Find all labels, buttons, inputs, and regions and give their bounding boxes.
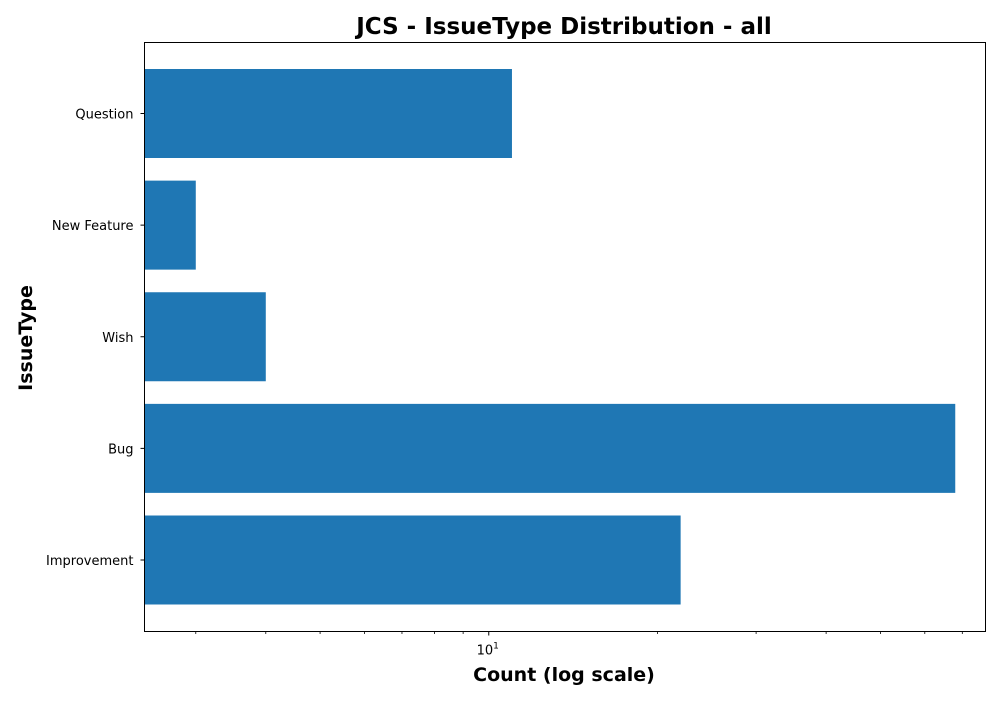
chart-title: JCS - IssueType Distribution - all — [354, 14, 772, 40]
x-axis-ticks: 101 — [195, 631, 963, 659]
bar-wish — [144, 292, 266, 382]
y-tick-label-new-feature: New Feature — [52, 219, 134, 234]
bar-question — [144, 69, 512, 158]
x-tick-label: 101 — [477, 642, 499, 659]
bar-new-feature — [144, 180, 196, 270]
bar-bug — [144, 403, 956, 493]
bar-improvement — [144, 515, 681, 605]
y-tick-label-wish: Wish — [102, 331, 133, 346]
y-tick-label-question: Question — [75, 108, 133, 123]
y-axis-ticks: Improvement Bug Wish New Feature Question — [46, 108, 145, 569]
y-tick-label-improvement: Improvement — [46, 554, 133, 569]
x-axis-label: Count (log scale) — [473, 664, 655, 686]
y-axis-label: IssueType — [15, 285, 37, 391]
plot-frame — [144, 42, 986, 632]
y-tick-label-bug: Bug — [108, 442, 133, 457]
bars-layer — [144, 69, 956, 605]
